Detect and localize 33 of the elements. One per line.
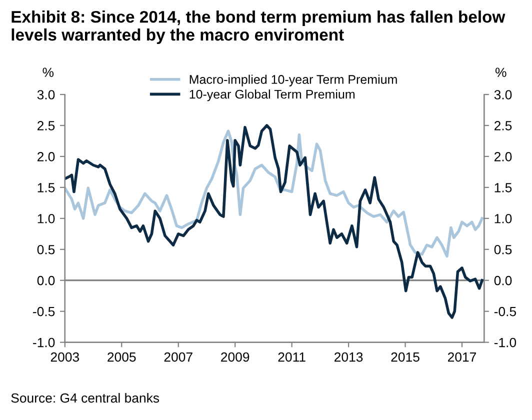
y-tick-label: 1.0 [38,214,55,224]
source-note: Source: G4 central banks [11,393,160,403]
y2-tick-label: 3.0 [494,90,512,100]
y2-tick-label: -0.5 [494,306,516,316]
x-tick-label: 2009 [221,352,250,362]
line-series [64,130,484,258]
x-tick-label: 2013 [334,352,363,362]
y-tick-label: 3.0 [37,90,55,100]
x-tick-label: 2015 [391,352,420,362]
y2-tick-label: 0.5 [494,244,512,254]
x-tick-label: 2005 [108,352,136,362]
y2-tick-label: -1.0 [494,338,516,348]
legend-label: Macro-implied 10-year Term Premium [190,74,397,86]
chart-title: Exhibit 8: Since 2014, the bond term premium has fallen below levels warranted by the macro enviroment [12,10,506,44]
y2-axis-title: % [495,68,506,77]
x-tick-label: 2017 [448,352,476,362]
x-tick-label: 2007 [164,352,192,362]
legend-label: 10-year Global Term Premium [190,89,355,102]
y-tick-label: -1.0 [33,338,55,348]
y2-tick-label: 0.0 [494,276,512,286]
y-tick-label: 0.5 [37,244,55,254]
y2-tick-label: 2.5 [494,121,512,130]
y-tick-label: 2.5 [38,121,55,130]
x-tick-label: 2011 [278,352,306,362]
y2-tick-label: 1.5 [494,183,512,192]
y2-tick-label: 1.0 [494,214,512,224]
y2-tick-label: 2.0 [494,152,512,162]
y-tick-label: 1.5 [38,183,55,192]
y-tick-label: 2.0 [38,152,55,162]
x-tick-label: 2003 [50,352,79,362]
y-axis-title: % [42,68,54,77]
y-tick-label: -0.5 [33,306,55,316]
y-tick-label: 0.0 [37,276,55,286]
